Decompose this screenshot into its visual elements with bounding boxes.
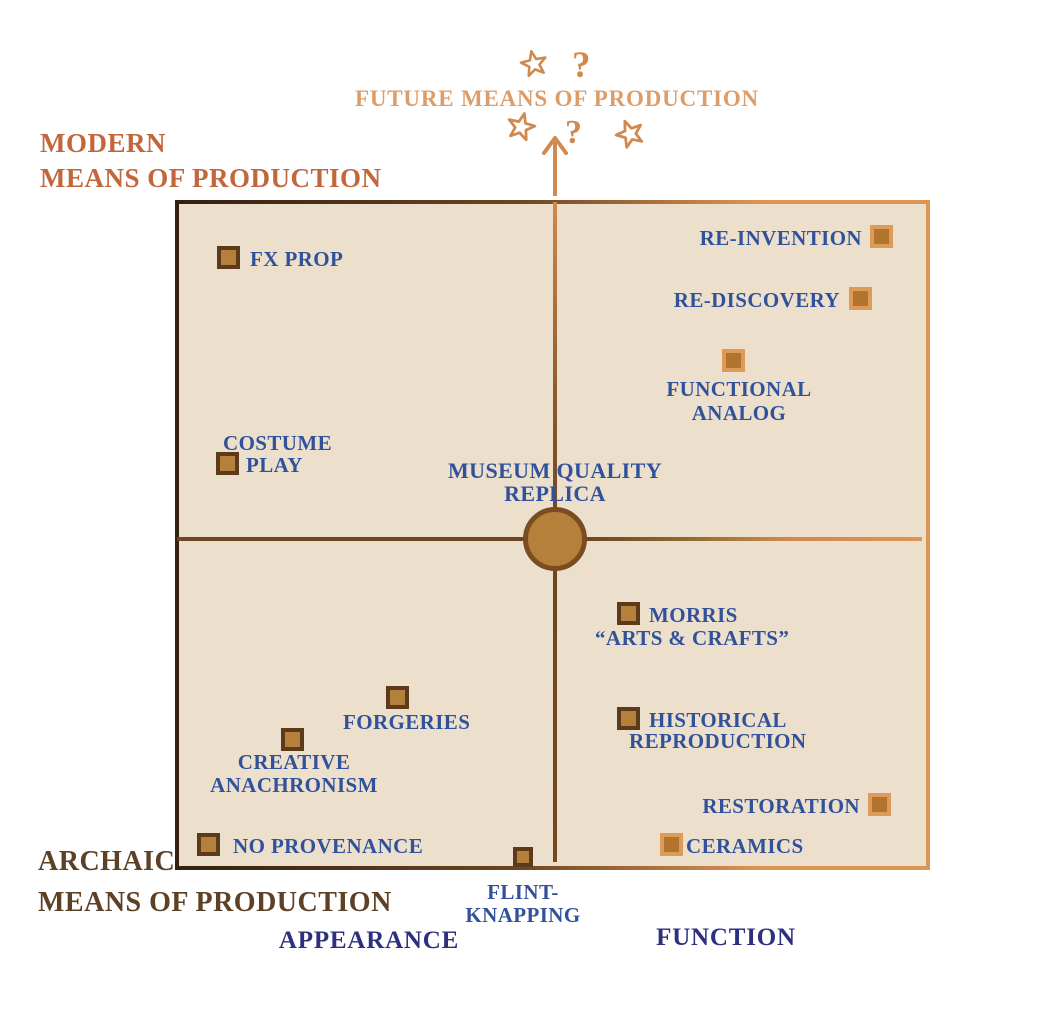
functional-analog-marker xyxy=(722,349,745,372)
historical-reproduction-label-line1: HISTORICAL xyxy=(649,708,787,732)
modern-axis-label-line1: MODERN xyxy=(40,128,166,158)
morris-label-line2: “ARTS & CRAFTS” xyxy=(595,626,790,650)
re-discovery-label: RE-DISCOVERY xyxy=(673,288,840,312)
costume-play-marker xyxy=(216,452,239,475)
appearance-axis-label: APPEARANCE xyxy=(278,927,460,954)
archaic-axis-label-line1: ARCHAIC xyxy=(38,846,176,877)
modern-axis-label: MODERN MEANS OF PRODUCTION xyxy=(40,126,382,196)
ceramics-marker xyxy=(660,833,683,856)
ceramics-label: CERAMICS xyxy=(686,834,804,858)
historical-reproduction-label-line2: REPRODUCTION xyxy=(629,729,807,753)
functional-analog-label: FUNCTIONAL ANALOG xyxy=(666,377,812,425)
restoration-label: RESTORATION xyxy=(702,794,860,818)
up-arrow-icon xyxy=(542,136,568,196)
forgeries-marker xyxy=(386,686,409,709)
question-mark: ? xyxy=(572,45,591,86)
morris-marker xyxy=(617,602,640,625)
no-provenance-marker xyxy=(197,833,220,856)
modern-axis-label-line2: MEANS OF PRODUCTION xyxy=(40,163,382,193)
fx-prop-label: FX PROP xyxy=(250,247,344,271)
costume-play-label-line2: PLAY xyxy=(246,453,303,477)
museum-quality-replica-label: MUSEUM QUALITY REPLICA xyxy=(448,458,662,506)
future-axis-label: FUTURE MEANS OF PRODUCTION xyxy=(355,86,759,111)
question-mark: ? xyxy=(565,114,582,151)
morris-label-line1: MORRIS xyxy=(649,603,738,627)
re-discovery-marker xyxy=(849,287,872,310)
costume-play-label-line1: COSTUME xyxy=(223,431,332,455)
flint-knapping-label: FLINT- KNAPPING xyxy=(465,880,581,927)
restoration-marker xyxy=(868,793,891,816)
star-icon xyxy=(614,119,644,149)
archaic-axis-label-line2: MEANS OF PRODUCTION xyxy=(38,887,392,918)
historical-reproduction-marker xyxy=(617,707,640,730)
no-provenance-label: NO PROVENANCE xyxy=(233,834,424,858)
forgeries-label: FORGERIES xyxy=(343,710,471,734)
creative-anachronism-marker xyxy=(281,728,304,751)
re-invention-label: RE-INVENTION xyxy=(699,226,862,250)
fx-prop-marker xyxy=(217,246,240,269)
star-icon xyxy=(519,49,547,78)
archaic-axis-label: ARCHAIC MEANS OF PRODUCTION xyxy=(38,841,392,923)
star-icon xyxy=(507,112,537,142)
function-axis-label: FUNCTION xyxy=(656,924,796,951)
creative-anachronism-label: CREATIVE ANACHRONISM xyxy=(210,750,378,797)
re-invention-marker xyxy=(870,225,893,248)
museum-quality-replica-marker xyxy=(523,507,587,571)
flint-knapping-marker xyxy=(513,847,533,867)
